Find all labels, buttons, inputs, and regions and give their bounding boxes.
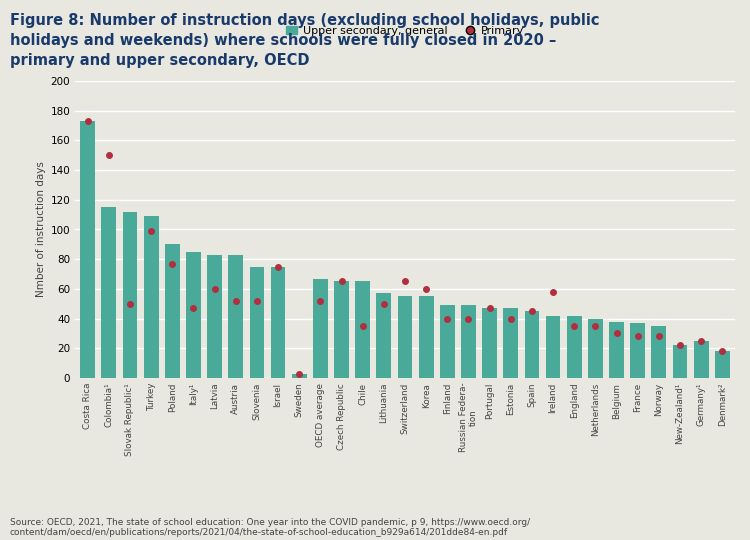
Bar xyxy=(250,267,264,378)
Bar xyxy=(546,315,560,378)
Point xyxy=(674,341,686,350)
Bar xyxy=(122,212,137,378)
Point xyxy=(335,277,347,286)
Point xyxy=(420,285,432,293)
Bar xyxy=(630,323,645,378)
Point xyxy=(716,347,728,355)
Bar xyxy=(271,267,286,378)
Point xyxy=(484,304,496,313)
Point xyxy=(293,369,305,378)
Point xyxy=(166,259,178,268)
Point xyxy=(505,314,517,323)
Point xyxy=(463,314,475,323)
Bar xyxy=(186,252,201,378)
Bar xyxy=(292,374,307,378)
Bar xyxy=(609,321,624,378)
Point xyxy=(632,332,644,341)
Point xyxy=(82,117,94,125)
Bar xyxy=(715,351,730,378)
Text: Source: OECD, 2021, The state of school education: One year into the COVID pande: Source: OECD, 2021, The state of school … xyxy=(10,518,530,537)
Bar xyxy=(165,244,180,378)
Point xyxy=(272,262,284,271)
Point xyxy=(695,336,707,345)
Point xyxy=(188,304,200,313)
Bar xyxy=(524,311,539,378)
Bar xyxy=(228,255,243,378)
Bar xyxy=(588,319,603,378)
Point xyxy=(251,296,263,305)
Y-axis label: Nmber of instruction days: Nmber of instruction days xyxy=(36,161,46,298)
Point xyxy=(378,299,390,308)
Bar xyxy=(694,341,709,378)
Bar xyxy=(419,296,434,378)
Bar xyxy=(503,308,518,378)
Bar xyxy=(207,255,222,378)
Text: Figure 8: Number of instruction days (excluding school holidays, public
holidays: Figure 8: Number of instruction days (ex… xyxy=(10,14,599,68)
Point xyxy=(399,277,411,286)
Point xyxy=(568,322,580,330)
Bar xyxy=(673,346,688,378)
Point xyxy=(441,314,453,323)
Point xyxy=(124,299,136,308)
Point xyxy=(209,285,220,293)
Bar xyxy=(376,293,392,378)
Bar xyxy=(567,315,582,378)
Legend: Upper secondary, general, Primary: Upper secondary, general, Primary xyxy=(281,21,529,40)
Bar xyxy=(652,326,666,378)
Point xyxy=(146,227,158,235)
Bar xyxy=(334,281,349,378)
Bar xyxy=(80,121,95,378)
Bar xyxy=(101,207,116,378)
Point xyxy=(230,296,242,305)
Bar xyxy=(482,308,497,378)
Point xyxy=(610,329,622,338)
Bar xyxy=(144,216,158,378)
Bar xyxy=(398,296,412,378)
Point xyxy=(314,296,326,305)
Point xyxy=(103,151,115,159)
Bar xyxy=(356,281,370,378)
Point xyxy=(590,322,602,330)
Bar xyxy=(461,305,476,378)
Point xyxy=(526,307,538,315)
Point xyxy=(547,287,559,296)
Bar xyxy=(313,279,328,378)
Point xyxy=(652,332,664,341)
Point xyxy=(357,322,369,330)
Bar xyxy=(440,305,454,378)
